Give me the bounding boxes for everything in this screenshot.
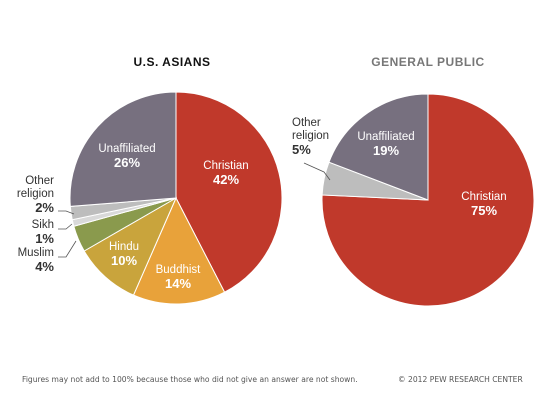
- general-public-value-unaffiliated: 19%: [373, 143, 399, 158]
- us-asians-leader-other-religion: [58, 210, 75, 215]
- us-asians-value-christian: 42%: [213, 172, 239, 187]
- us-asians-value-buddhist: 14%: [165, 276, 191, 291]
- us-asians-value-muslim: 4%: [35, 259, 54, 274]
- us-asians-value-other-religion: 2%: [35, 200, 54, 215]
- us-asians-slice-unaffiliated: [69, 91, 177, 207]
- us-asians-label-unaffiliated: Unaffiliated: [98, 143, 155, 155]
- us-asians-value-sikh: 1%: [35, 231, 54, 246]
- us-asians-value-unaffiliated: 26%: [114, 155, 140, 170]
- general-public-leader-other-religion: [303, 162, 331, 181]
- source-credit: © 2012 PEW RESEARCH CENTER: [398, 375, 523, 384]
- general-public-value-christian: 75%: [471, 203, 497, 218]
- general-public-label-other-religion-line2: religion: [292, 130, 329, 142]
- general-public-slice-christian: [321, 93, 535, 307]
- general-public-value-other-religion: 5%: [292, 142, 311, 157]
- us-asians-label-muslim: Muslim: [18, 247, 54, 259]
- us-asians-label-other-religion-line1: Other: [25, 175, 54, 187]
- us-asians-leader-sikh: [58, 223, 73, 230]
- footnote-text: Figures may not add to 100% because thos…: [22, 375, 358, 384]
- general-public-slice-unaffiliated: [328, 93, 429, 201]
- us-asians-slice-buddhist: [132, 196, 226, 305]
- us-asians-label-other-religion-line2: religion: [17, 188, 54, 200]
- us-asians-slice-christian: [175, 91, 283, 293]
- us-asians-leader-muslim: [58, 240, 77, 258]
- general-public-label-other-religion-line1: Other: [292, 117, 321, 129]
- us-asians-title: U.S. ASIANS: [133, 55, 210, 69]
- us-asians-label-buddhist: Buddhist: [156, 264, 202, 276]
- general-public-label-unaffiliated: Unaffiliated: [357, 131, 414, 143]
- us-asians-value-hindu: 10%: [111, 253, 137, 268]
- general-public-label-christian: Christian: [461, 191, 506, 203]
- us-asians-label-hindu: Hindu: [109, 241, 139, 253]
- general-public-title: GENERAL PUBLIC: [371, 55, 484, 69]
- us-asians-label-christian: Christian: [203, 160, 248, 172]
- us-asians-label-sikh: Sikh: [32, 219, 54, 231]
